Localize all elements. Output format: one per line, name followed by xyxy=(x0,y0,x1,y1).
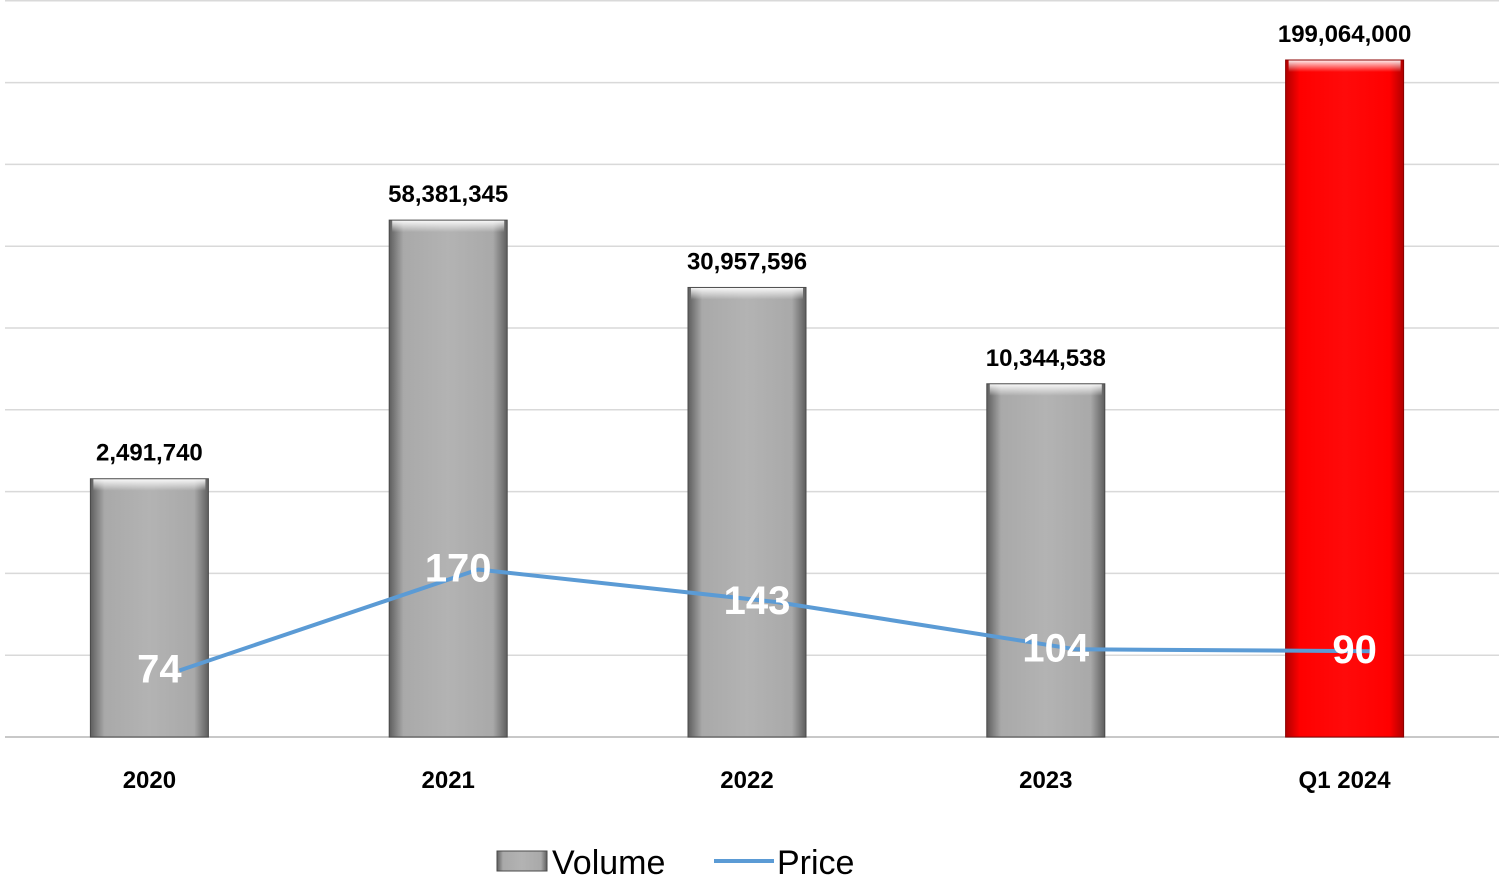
volume-bar-bevel xyxy=(392,220,505,233)
volume-bar-bevel xyxy=(989,383,1102,396)
price-value-label: 104 xyxy=(1022,626,1089,670)
volume-bar xyxy=(1285,60,1404,737)
volume-bar-outline xyxy=(388,219,508,738)
volume-bar-bevel xyxy=(1288,60,1401,72)
price-value-label: 90 xyxy=(1332,628,1377,672)
legend-volume-label: Volume xyxy=(552,844,665,882)
volume-bar-outline xyxy=(89,478,209,738)
category-label: 2023 xyxy=(1019,767,1072,794)
volume-value-label: 2,491,740 xyxy=(96,440,203,467)
legend: Volume Price xyxy=(496,844,854,882)
volume-bars xyxy=(89,59,1405,738)
legend-price-label: Price xyxy=(777,844,854,882)
volume-bar-bevel xyxy=(691,287,803,300)
volume-bar-outline xyxy=(986,383,1106,738)
category-label: 2021 xyxy=(422,767,475,794)
data-labels: 2,491,740 58,381,345 30,957,596 10,344,538 1… xyxy=(96,21,1411,467)
volume-bar-outline xyxy=(687,286,807,738)
legend-volume-swatch xyxy=(496,850,548,872)
volume-value-label: 10,344,538 xyxy=(986,345,1106,372)
volume-bar xyxy=(688,287,806,737)
volume-bar xyxy=(986,383,1105,737)
volume-bar-outline xyxy=(1285,59,1405,738)
category-label: 2020 xyxy=(123,767,176,794)
volume-bar-bevel xyxy=(93,478,206,491)
price-value-label: 170 xyxy=(425,546,492,590)
price-value-label: 74 xyxy=(137,648,182,692)
price-line-layer: 74 170 143 104 90 xyxy=(137,546,1377,691)
category-label: 2022 xyxy=(720,767,773,794)
category-label: Q1 2024 xyxy=(1299,767,1392,794)
price-line xyxy=(178,567,1375,673)
volume-value-label: 58,381,345 xyxy=(388,181,508,208)
volume-value-label: 30,957,596 xyxy=(687,248,807,275)
price-value-label: 143 xyxy=(724,579,791,623)
volume-bar xyxy=(389,220,508,737)
category-axis: 2020 2021 2022 2023 Q1 2024 xyxy=(123,767,1392,794)
volume-value-label: 199,064,000 xyxy=(1278,21,1411,48)
volume-bar xyxy=(90,478,209,737)
